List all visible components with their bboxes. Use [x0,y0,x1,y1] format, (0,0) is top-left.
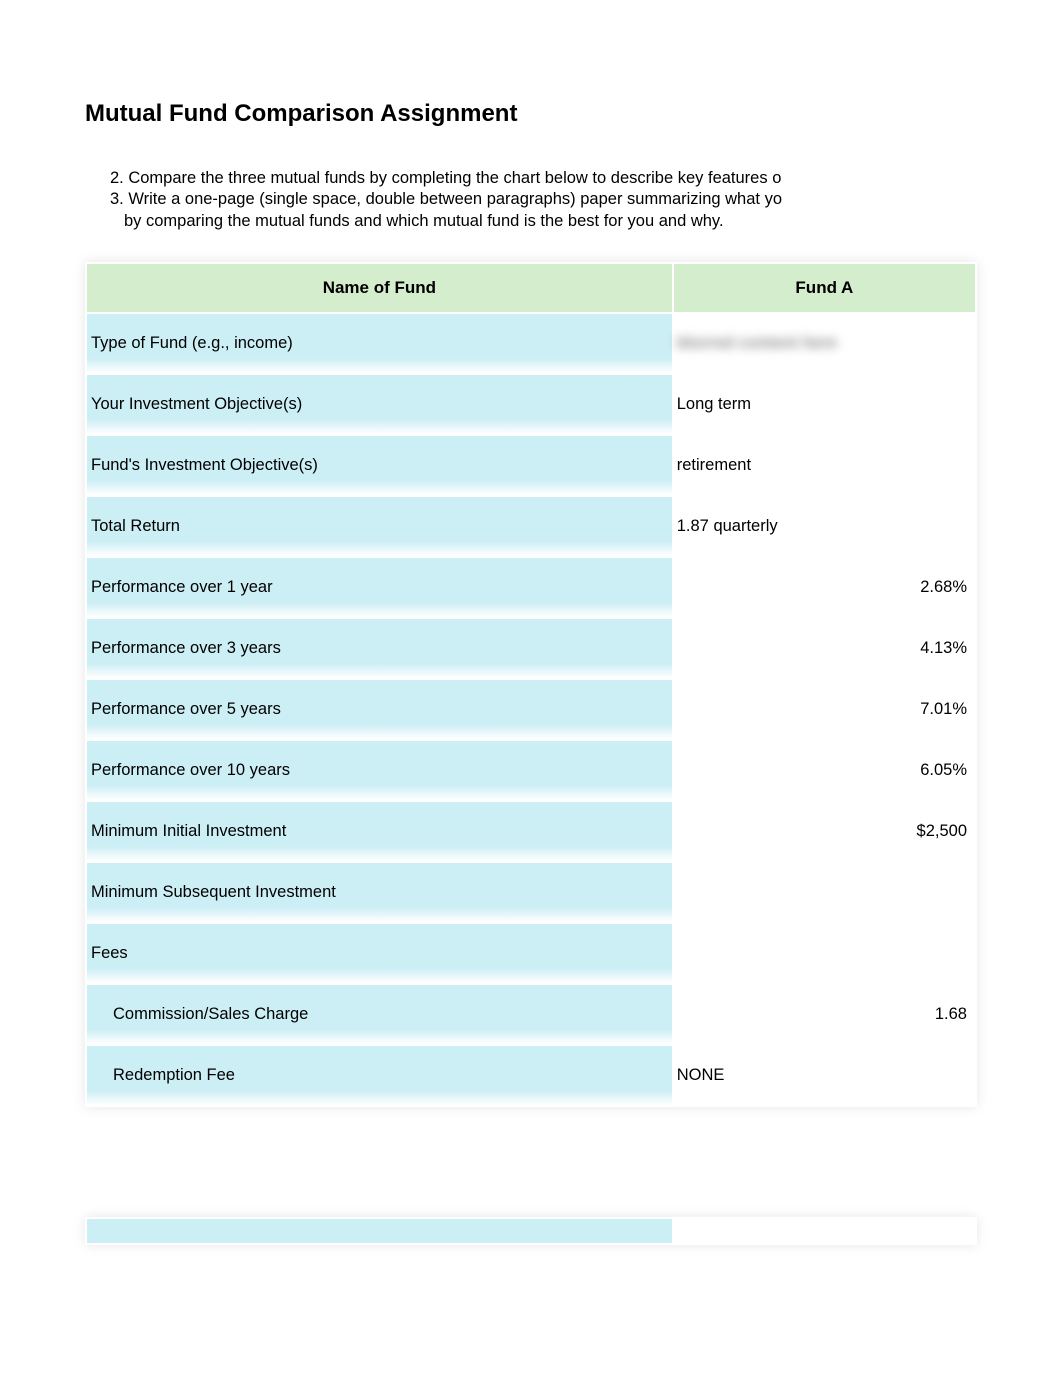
bottom-value-cell [674,1219,975,1243]
instruction-3: 3. Write a one-page (single space, doubl… [110,189,977,210]
row-label: Fund's Investment Objective(s) [87,436,672,495]
row-label: Fees [87,924,672,983]
row-value: blurred content here [674,314,975,373]
row-label: Performance over 5 years [87,680,672,739]
row-label: Your Investment Objective(s) [87,375,672,434]
row-value: 6.05% [674,741,975,800]
bottom-label-cell [87,1219,672,1243]
table-row: Redemption FeeNONE [87,1046,975,1105]
row-label: Performance over 1 year [87,558,672,617]
row-value [674,863,975,922]
row-value: $2,500 [674,802,975,861]
table-row: Performance over 10 years6.05% [87,741,975,800]
comparison-table: Name of Fund Fund A Type of Fund (e.g., … [85,262,977,1107]
instruction-2: 2. Compare the three mutual funds by com… [110,168,977,189]
row-label: Type of Fund (e.g., income) [87,314,672,373]
table-row: Fees [87,924,975,983]
row-value: 1.68 [674,985,975,1044]
row-label: Performance over 10 years [87,741,672,800]
header-fund-a: Fund A [674,264,975,312]
table-row: Minimum Subsequent Investment [87,863,975,922]
table-row: Performance over 5 years7.01% [87,680,975,739]
row-label: Performance over 3 years [87,619,672,678]
row-label: Minimum Initial Investment [87,802,672,861]
comparison-table-continuation [85,1217,977,1245]
instructions-block: 2. Compare the three mutual funds by com… [85,168,977,232]
header-name-of-fund: Name of Fund [87,264,672,312]
table-row: Total Return1.87 quarterly [87,497,975,556]
table-row-bottom [87,1219,975,1243]
page-title: Mutual Fund Comparison Assignment [85,100,977,128]
table-row: Type of Fund (e.g., income)blurred conte… [87,314,975,373]
row-value [674,924,975,983]
row-label: Minimum Subsequent Investment [87,863,672,922]
table-row: Your Investment Objective(s)Long term [87,375,975,434]
table-row: Fund's Investment Objective(s)retirement [87,436,975,495]
table-header-row: Name of Fund Fund A [87,264,975,312]
table-row: Minimum Initial Investment$2,500 [87,802,975,861]
row-value: 7.01% [674,680,975,739]
row-value: retirement [674,436,975,495]
table-row: Performance over 3 years4.13% [87,619,975,678]
row-value: 1.87 quarterly [674,497,975,556]
row-value: Long term [674,375,975,434]
instruction-3-continuation: by comparing the mutual funds and which … [110,211,977,232]
row-value: 2.68% [674,558,975,617]
table-row: Commission/Sales Charge1.68 [87,985,975,1044]
row-label: Redemption Fee [87,1046,672,1105]
row-label: Commission/Sales Charge [87,985,672,1044]
table-row: Performance over 1 year2.68% [87,558,975,617]
row-value: NONE [674,1046,975,1105]
row-value: 4.13% [674,619,975,678]
row-label: Total Return [87,497,672,556]
